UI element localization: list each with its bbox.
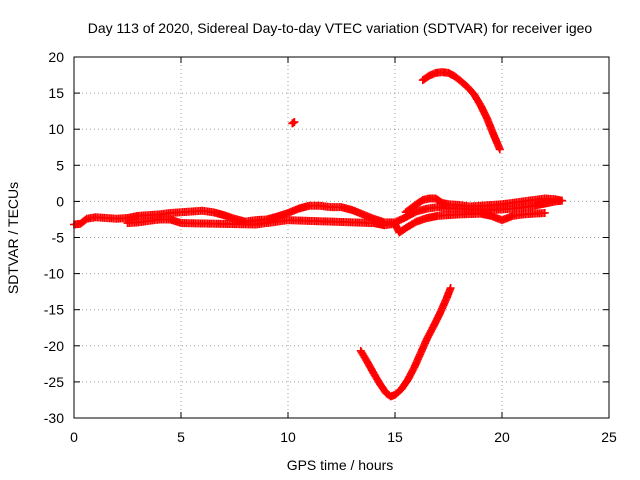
data-point <box>557 196 566 205</box>
y-tick-label: 15 <box>48 85 64 101</box>
y-tick-label: -25 <box>44 374 64 390</box>
y-axis-label: SDTVAR / TECUs <box>5 182 21 294</box>
series-arc_negative <box>356 284 455 401</box>
x-tick-label: 5 <box>177 429 185 445</box>
data-point <box>446 284 455 293</box>
chart-title: Day 113 of 2020, Sidereal Day-to-day VTE… <box>88 20 593 36</box>
y-tick-label: -5 <box>52 230 65 246</box>
y-tick-label: 5 <box>56 157 64 173</box>
series-isolated <box>288 117 299 128</box>
axis-ticks: 0 5 10 15 20 25 -30 -25 -20 -15 -10 -5 0 5 10 15 20 <box>44 49 617 445</box>
x-tick-label: 0 <box>70 429 78 445</box>
y-tick-label: 0 <box>56 193 64 209</box>
series-band_lower <box>123 208 549 237</box>
x-tick-label: 20 <box>494 429 510 445</box>
y-tick-label: 20 <box>48 49 64 65</box>
y-tick-label: -15 <box>44 302 64 318</box>
y-tick-label: -20 <box>44 338 64 354</box>
series-arc_positive <box>418 68 504 154</box>
data-marks <box>70 68 566 401</box>
data-point <box>540 208 549 217</box>
y-tick-label: 10 <box>48 121 64 137</box>
x-axis-label: GPS time / hours <box>287 457 394 473</box>
x-tick-label: 25 <box>601 429 617 445</box>
grid <box>74 57 609 418</box>
data-point <box>290 117 299 126</box>
x-tick-label: 10 <box>280 429 296 445</box>
y-tick-label: -10 <box>44 266 64 282</box>
series-band_upper <box>401 194 566 217</box>
y-tick-label: -30 <box>44 410 64 426</box>
x-tick-label: 15 <box>387 429 403 445</box>
data-point <box>495 145 504 154</box>
